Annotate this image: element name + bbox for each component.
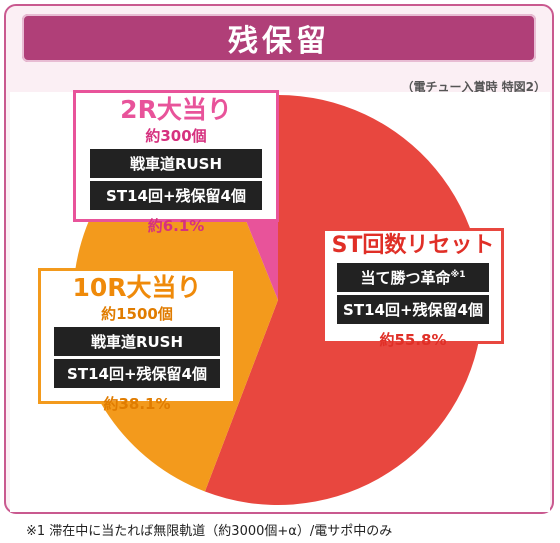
label-st-pct: 約55.8% xyxy=(379,331,447,350)
label-2r-sub: 約300個 xyxy=(145,126,207,145)
page-title: 残保留 xyxy=(22,14,536,62)
label-2r-tag-rush: 戦車道RUSH xyxy=(90,148,262,178)
condition-note: （電チュー入賞時 特図2） xyxy=(401,80,546,94)
label-2r-tag-st: ST14回+残保留4個 xyxy=(90,180,262,210)
label-box-2r: 2R大当り 約300個 戦車道RUSH ST14回+残保留4個 約6.1% xyxy=(73,90,279,235)
label-10r-sub: 約1500個 xyxy=(101,304,173,323)
label-st-tag-kakumei-text: 当て勝つ革命 xyxy=(360,269,451,288)
label-box-10r: 10R大当り 約1500個 戦車道RUSH ST14回+残保留4個 約38.1% xyxy=(38,268,236,413)
label-10r-tag-rush: 戦車道RUSH xyxy=(54,326,220,356)
label-2r-pct: 約6.1% xyxy=(147,216,205,235)
footnote: ※1 滞在中に当たれば無限軌道（約3000個+α）/電サポ中のみ xyxy=(26,524,393,539)
label-st-title: ST回数リセット xyxy=(331,233,495,258)
label-10r-pct: 約38.1% xyxy=(103,394,171,413)
label-st-footnote-mark: ※1 xyxy=(450,270,466,281)
label-st-tag-kakumei: 当て勝つ革命※1 xyxy=(337,263,489,293)
label-st-tag-st: ST14回+残保留4個 xyxy=(337,295,489,325)
label-2r-title: 2R大当り xyxy=(120,95,232,124)
label-box-st-reset: ST回数リセット 当て勝つ革命※1 ST14回+残保留4個 約55.8% xyxy=(322,228,504,349)
label-10r-title: 10R大当り xyxy=(72,273,202,302)
label-10r-tag-st: ST14回+残保留4個 xyxy=(54,358,220,388)
